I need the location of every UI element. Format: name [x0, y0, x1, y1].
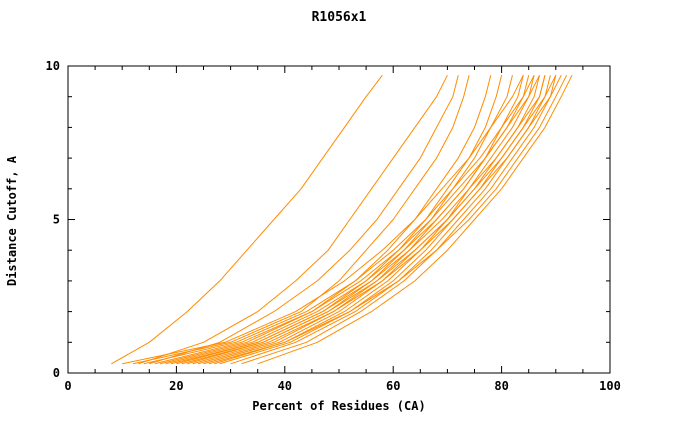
x-tick-label: 80: [494, 379, 508, 393]
y-axis-label: Distance Cutoff, A: [5, 155, 19, 286]
x-tick-label: 60: [386, 379, 400, 393]
y-tick-label: 5: [53, 213, 60, 227]
chart-title: R1056x1: [312, 10, 367, 25]
y-tick-label: 0: [53, 366, 60, 380]
curve-line: [181, 74, 557, 365]
curve-line: [170, 75, 546, 365]
curve-line: [165, 75, 530, 365]
curve-line: [111, 74, 383, 365]
curve-line: [132, 75, 470, 365]
curve-line: [143, 74, 535, 365]
curve-line: [208, 74, 568, 365]
curve-line: [230, 75, 551, 365]
curve-line: [241, 75, 557, 365]
x-tick-label: 0: [64, 379, 71, 393]
curve-line: [149, 75, 459, 365]
curve-line: [122, 74, 524, 365]
curve-line: [257, 74, 573, 365]
plot-ticks: [67, 65, 611, 374]
curve-line: [219, 75, 546, 365]
curve-line: [192, 74, 562, 365]
x-tick-label: 40: [278, 379, 292, 393]
x-tick-label: 20: [169, 379, 183, 393]
plot-tick-labels: 0 20 40 60 80 100 0 5 10: [46, 59, 621, 393]
x-axis-label: Percent of Residues (CA): [252, 399, 425, 413]
plot-curves: [111, 74, 573, 365]
x-tick-label: 100: [599, 379, 621, 393]
y-tick-label: 10: [46, 59, 60, 73]
curve-line: [203, 75, 535, 365]
curve-line: [138, 74, 448, 365]
curve-line: [154, 74, 540, 365]
